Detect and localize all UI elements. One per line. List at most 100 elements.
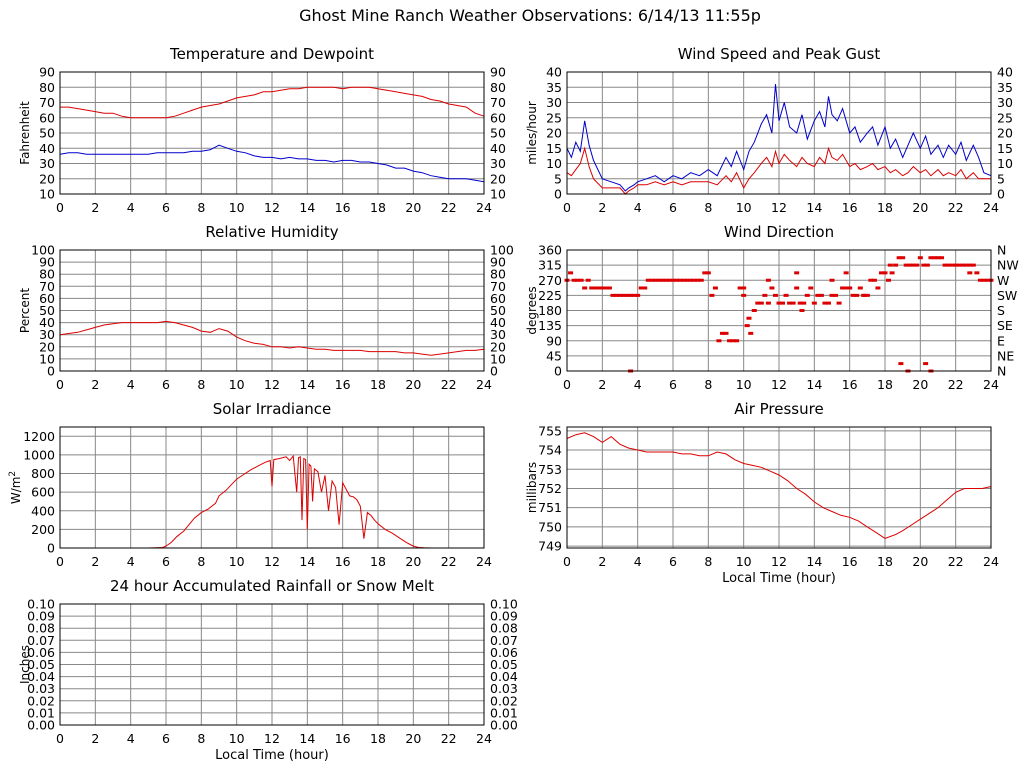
wind-xtick-label: 0 — [563, 200, 571, 215]
rh-series-line-0 — [59, 320, 485, 356]
wdir-point — [635, 293, 641, 297]
wdir-point — [741, 286, 747, 290]
rain-ytick-label-right: 0.08 — [490, 621, 518, 636]
solar-xtick-label: 10 — [229, 554, 245, 569]
rain-ylabel: Inches — [18, 645, 32, 684]
rh-ytick-label-right: 30 — [490, 327, 506, 342]
rain-xtick-label: 12 — [264, 731, 280, 746]
wdir-compass-label: NE — [997, 348, 1014, 363]
solar-xtick-label: 22 — [441, 554, 457, 569]
wind-xtick-label: 16 — [842, 200, 858, 215]
wdir-point — [741, 293, 747, 297]
wdir-point — [917, 256, 923, 260]
wdir-point — [970, 263, 976, 267]
wind-ytick-label: 15 — [546, 141, 562, 156]
temp-title: Temperature and Dewpoint — [169, 45, 374, 63]
wdir-point — [656, 278, 662, 282]
press-ytick-label: 754 — [538, 443, 562, 458]
temp-ytick-label: 60 — [39, 110, 55, 125]
wdir-point — [935, 256, 941, 260]
wdir-point — [751, 309, 757, 312]
temp-ytick-label-right: 50 — [490, 126, 506, 141]
wdir-xtick-label: 14 — [806, 377, 822, 392]
temp-ytick-label: 70 — [39, 95, 55, 110]
wdir-ylabel: degrees — [525, 286, 539, 334]
rain-ytick-label: 0.09 — [27, 609, 55, 624]
rain-ytick-label: 0.10 — [27, 597, 55, 612]
wind-ytick-label: 20 — [546, 126, 562, 141]
solar-ytick-label: 1200 — [23, 429, 55, 444]
wdir-xtick-label: 16 — [842, 377, 858, 392]
wdir-point — [772, 293, 778, 297]
temp-ytick-label-right: 90 — [490, 65, 506, 80]
rh-xtick-label: 2 — [91, 377, 99, 392]
solar-xtick-label: 12 — [264, 554, 280, 569]
solar-xtick-label: 18 — [370, 554, 386, 569]
press-ytick-label: 750 — [538, 519, 562, 534]
wind-ylabel-text: miles/hour — [525, 101, 539, 165]
solar-xtick-label: 4 — [127, 554, 135, 569]
rh-xtick-label: 10 — [229, 377, 245, 392]
temp-ylabel: Fahrenheit — [18, 101, 32, 165]
wind-ytick-label: 5 — [554, 171, 562, 186]
wdir-xtick-label: 4 — [634, 377, 642, 392]
wdir-ytick-label: 90 — [546, 333, 562, 348]
wind-ytick-label-right: 35 — [997, 80, 1013, 95]
wdir-point — [910, 263, 916, 267]
wdir-point — [702, 271, 708, 275]
wdir-compass-label: E — [997, 333, 1005, 348]
wind-xtick-label: 8 — [704, 200, 712, 215]
rh-ytick-label: 0 — [47, 364, 55, 379]
wdir-compass-label: S — [997, 303, 1005, 318]
wdir-point — [868, 278, 874, 282]
rh-ytick-label: 60 — [39, 291, 55, 306]
rh-xtick-label: 6 — [162, 377, 170, 392]
rh-ytick-label: 90 — [39, 255, 55, 270]
solar-ytick-label: 200 — [31, 522, 55, 537]
temp-xtick-label: 8 — [197, 200, 205, 215]
rh-xtick-label: 14 — [299, 377, 315, 392]
wdir-point — [571, 278, 577, 282]
rh-ytick-label: 10 — [39, 351, 55, 366]
press-xtick-label: 24 — [983, 554, 999, 569]
wdir-point — [953, 263, 959, 267]
wdir-point — [677, 278, 683, 282]
wdir-point — [804, 293, 810, 297]
temp-xtick-label: 10 — [229, 200, 245, 215]
wdir-compass-label: NW — [997, 258, 1019, 273]
rh-title: Relative Humidity — [205, 223, 338, 241]
solar-title: Solar Irradiance — [213, 400, 332, 418]
wdir-point — [887, 263, 893, 267]
wdir-point — [833, 293, 839, 297]
wdir-point — [684, 278, 690, 282]
wdir-point — [617, 293, 623, 297]
temp-ytick-label-right: 40 — [490, 141, 506, 156]
wind-ytick-label: 35 — [546, 80, 562, 95]
solar-xtick-label: 16 — [335, 554, 351, 569]
wdir-point — [914, 263, 920, 267]
rh-ytick-label: 50 — [39, 303, 55, 318]
rain-ytick-label: 0.05 — [27, 657, 55, 672]
rh-xtick-label: 12 — [264, 377, 280, 392]
wdir-point — [977, 278, 983, 282]
solar-ytick-label: 600 — [31, 485, 55, 500]
rh-ytick-label-right: 10 — [490, 351, 506, 366]
wdir-point — [822, 301, 828, 305]
wdir-point — [921, 263, 927, 267]
wdir-point — [758, 301, 764, 305]
wdir-point — [621, 293, 627, 297]
wdir-point — [599, 286, 605, 290]
rain-chart: 24 hour Accumulated Rainfall or Snow Mel… — [18, 577, 518, 763]
wind-series-line-0 — [566, 84, 992, 192]
rain-ytick-label-right: 0.05 — [490, 657, 518, 672]
wdir-point — [698, 278, 704, 282]
press-title: Air Pressure — [734, 400, 823, 418]
solar-xtick-label: 6 — [162, 554, 170, 569]
rh-ytick-label-right: 0 — [490, 364, 498, 379]
wdir-point — [843, 286, 849, 290]
wdir-point — [652, 278, 658, 282]
rh-xtick-label: 8 — [197, 377, 205, 392]
wdir-ytick-label: 0 — [554, 364, 562, 379]
wdir-point — [893, 263, 899, 267]
